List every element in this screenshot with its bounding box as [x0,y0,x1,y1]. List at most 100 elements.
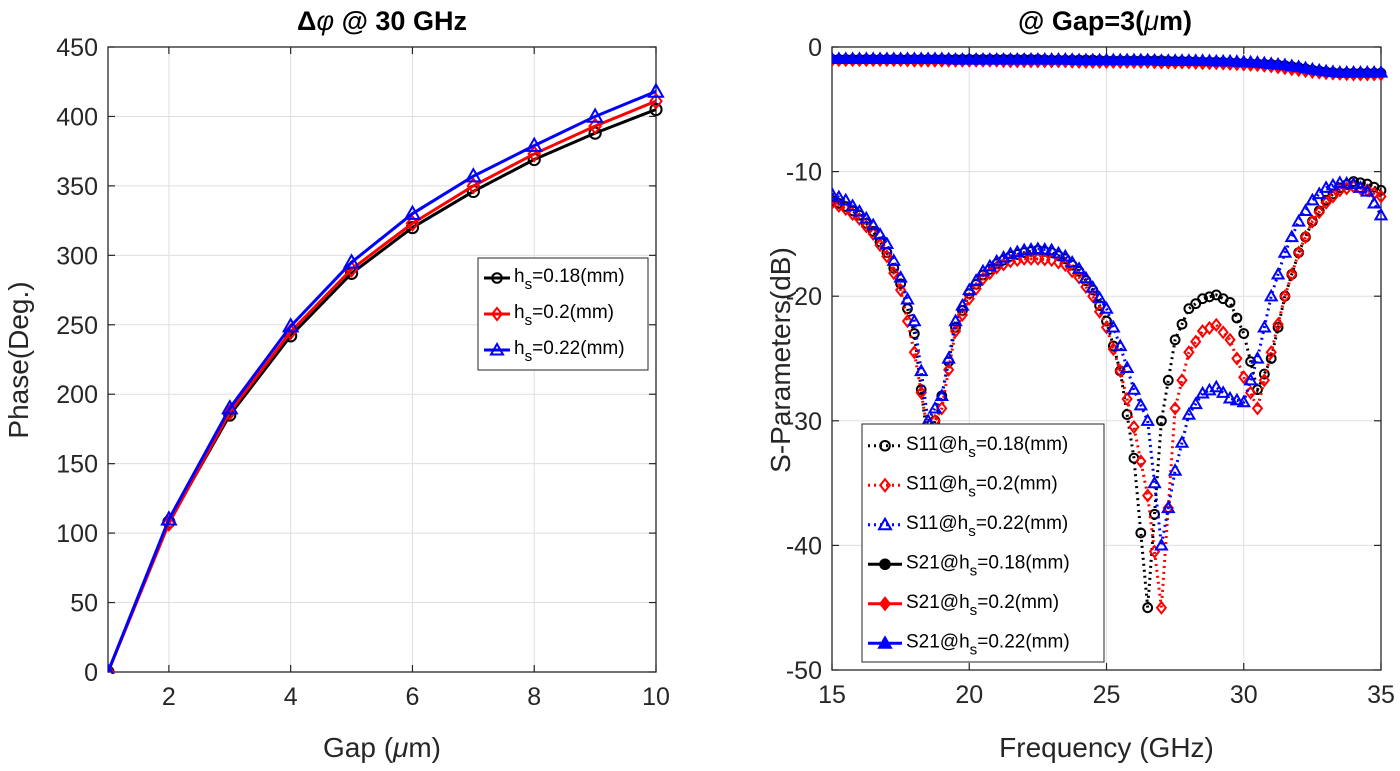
data-point [1044,242,1059,256]
data-point [1250,350,1265,364]
legend-item: S21@hs=0.22(mm) [868,631,1070,658]
data-point [1277,245,1293,258]
data-point [1039,252,1051,267]
data-point [1149,508,1160,520]
data-point [1313,204,1325,220]
data-point [342,253,361,269]
data-point [1327,189,1339,204]
data-point [1305,192,1320,206]
data-point [1257,319,1272,333]
data-point [1298,203,1313,216]
data-point [1147,475,1162,489]
legend-item: hs=0.22(mm) [484,338,625,365]
data-point [865,217,881,231]
legend-label: hs=0.18(mm) [514,266,625,293]
data-point [1353,180,1368,193]
legend-item: S21@hs=0.18(mm) [868,552,1070,579]
data-point [525,136,543,152]
data-point [1121,391,1133,407]
legend-label: S21@hs=0.22(mm) [906,631,1070,658]
x-tick-label: 6 [405,683,419,711]
data-point [962,282,977,296]
data-point [162,514,176,532]
y-tick-label: -10 [786,159,822,187]
data-point [1190,334,1202,349]
data-point [1258,373,1271,388]
data-point [886,253,901,266]
data-point [907,313,922,327]
data-point [403,204,422,220]
data-point [901,314,914,329]
data-point [852,203,867,217]
data-point [1106,319,1121,333]
series-line [108,90,657,673]
data-point [936,401,948,416]
legend-label: S11@hs=0.2(mm) [906,473,1058,500]
legend: hs=0.18(mm) hs=0.2(mm) hs=0.22(mm) [477,257,649,371]
data-point [649,102,663,117]
data-point [1312,186,1327,200]
data-point [859,210,874,224]
data-point [895,278,907,290]
y-tick-label: -20 [786,283,822,311]
data-point [1162,374,1174,386]
data-point [1270,266,1286,280]
data-point [1169,334,1181,346]
data-point [221,399,239,415]
axes-box [107,46,657,673]
data-point [108,662,115,674]
series-line [108,99,657,673]
data-point [405,214,420,232]
data-point [1236,394,1251,408]
data-point [1215,385,1231,398]
y-tick-label: -30 [786,408,822,436]
data-point [949,323,962,339]
data-point [879,236,895,249]
x-tick-label: 25 [1093,681,1121,709]
data-point [900,291,915,305]
data-point [1224,297,1236,308]
series-6 [832,51,1389,78]
y-tick-label: 0 [84,659,98,687]
data-point [893,269,908,283]
y-tick-label: 0 [808,34,822,62]
data-point [1167,463,1183,476]
data-point [647,82,665,98]
data-point [1197,293,1208,305]
data-point [832,186,840,200]
data-point [1135,527,1147,539]
data-point [1299,229,1312,245]
data-point [1339,175,1354,189]
data-point [881,249,893,264]
data-point [281,317,300,333]
data-point [1030,241,1046,254]
x-tick-label: 15 [818,681,846,709]
data-point [649,92,663,110]
data-point [1176,318,1188,330]
y-tick-label: 250 [56,312,98,340]
data-point [915,384,927,396]
data-point [1272,317,1284,332]
x-tick-label: 2 [162,683,176,711]
legend-box [861,423,1105,663]
y-tick-label: 350 [56,173,98,201]
data-point [1258,368,1270,380]
legend-label: S21@hs=0.18(mm) [906,552,1070,579]
data-point [491,272,503,284]
data-point [1190,298,1202,310]
legend-item: S21@hs=0.2(mm) [868,592,1059,619]
data-point [1174,435,1190,448]
legend-item: S11@hs=0.18(mm) [868,434,1068,461]
data-point [1183,303,1195,315]
data-point [956,307,969,322]
y-axis-label: S-Parameters(dB) [765,247,796,473]
data-point [1058,248,1073,262]
data-point [963,291,975,306]
series-group [108,82,665,674]
x-tick-label: 20 [955,681,983,709]
data-point [1176,373,1188,388]
data-point [1133,397,1149,411]
data-point [879,439,891,452]
data-point [1032,251,1044,266]
